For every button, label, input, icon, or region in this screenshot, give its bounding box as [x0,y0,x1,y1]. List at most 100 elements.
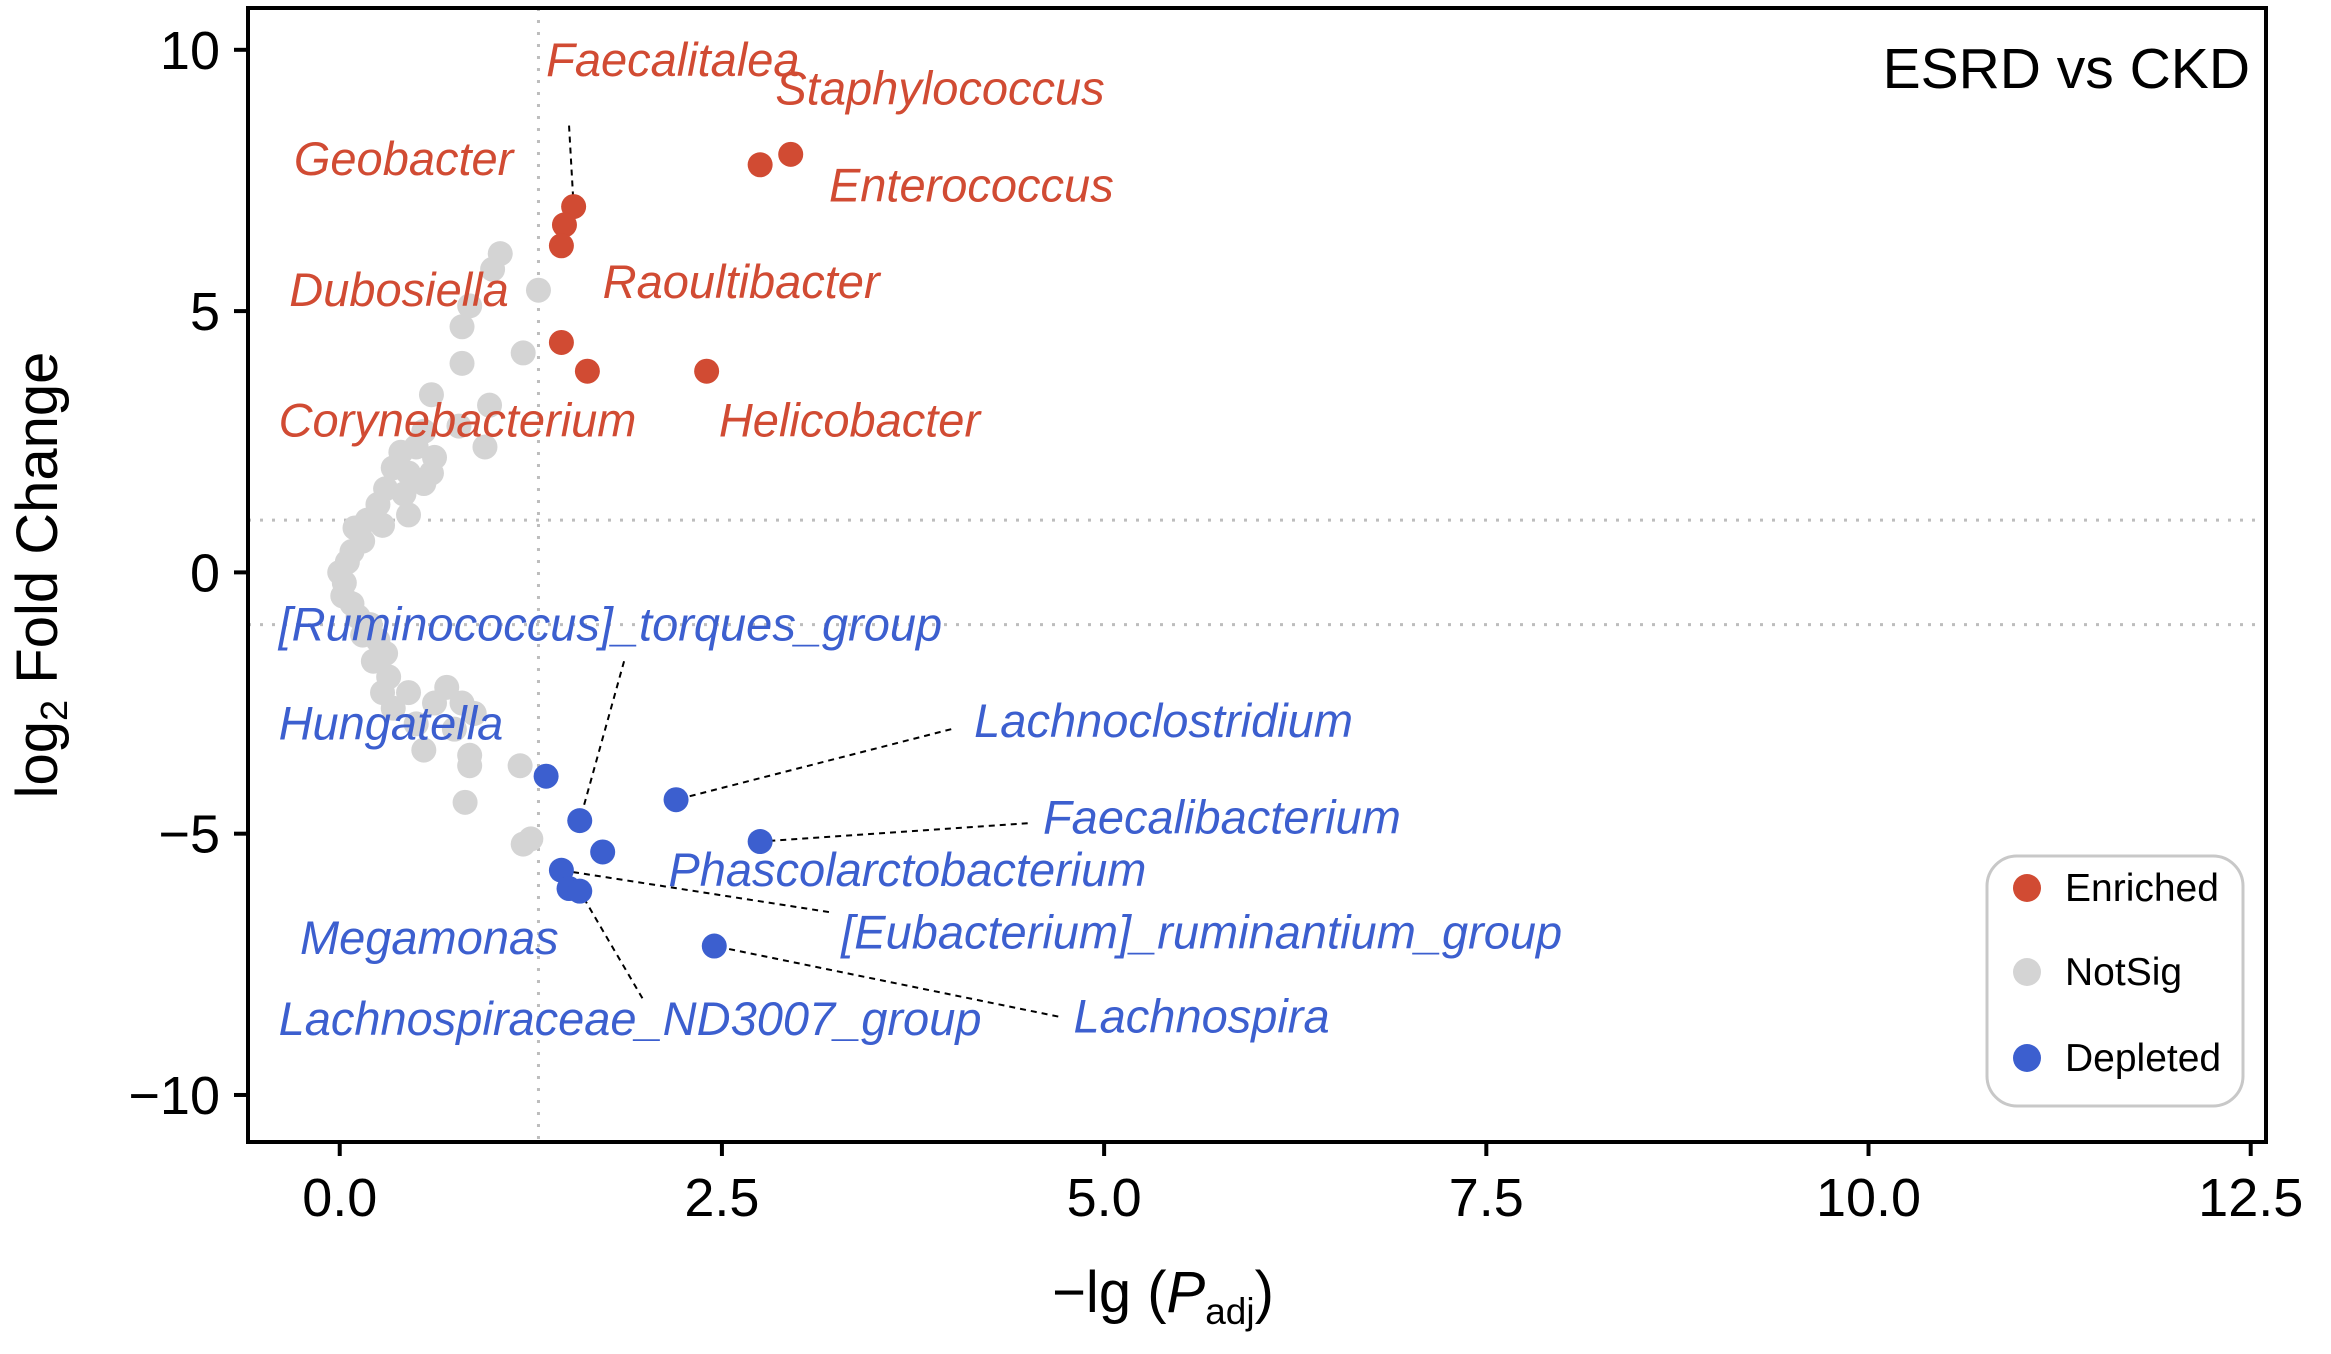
connector-lachnoclostridium [675,728,952,801]
connector-ruminococcus-torques-group [578,660,626,821]
y-axis-title: log2 Fold Change [5,352,76,799]
point-notsig-10 [472,434,498,460]
connector-eubacterium-ruminantium-group [561,869,830,914]
annotation-dubosiella: Dubosiella [289,263,508,316]
x-axis-title: −lg (Padj) [1052,1260,1274,1332]
point-notsig-52 [507,753,533,779]
point-notsig-55 [518,826,544,852]
y-tick-label: −10 [128,1066,220,1126]
x-axis-title-main: −lg ( [1052,1260,1166,1325]
annotation-corynebacterium: Corynebacterium [279,394,637,447]
point-notsig-2 [525,277,551,303]
point-notsig-7 [418,382,444,408]
legend-marker-depleted [2013,1044,2041,1072]
annotation-phascolarctobacterium: Phascolarctobacterium [668,843,1146,896]
point-notsig-20 [391,481,417,507]
point-enriched-enterococcus [747,152,773,178]
annotation-connectors [561,125,1059,1018]
legend-label-enriched: Enriched [2065,867,2219,910]
point-enriched-geobacter [551,212,577,238]
point-notsig-42 [396,680,422,706]
point-notsig-18 [418,460,444,486]
y-axis-ticks: 10 5 0 −5 −10 [128,21,248,1126]
annotation-geobacter: Geobacter [294,132,516,185]
legend-label-notsig: NotSig [2065,951,2182,994]
y-tick-label: 5 [190,282,220,342]
point-notsig-3 [457,293,483,319]
point-enriched-corynebacterium [548,329,574,355]
data-points [327,141,804,959]
point-notsig-45 [434,674,460,700]
y-tick-label: 0 [190,543,220,603]
annotation-hungatella: Hungatella [279,697,504,750]
point-depleted-lachnospira [701,933,727,959]
point-depleted-faecalibacterium [747,829,773,855]
chart-title: ESRD vs CKD [1883,37,2250,101]
annotation-raoultibacter: Raoultibacter [603,255,882,308]
point-notsig-53 [452,789,478,815]
point-notsig-41 [380,695,406,721]
point-notsig-24 [370,512,396,538]
annotation-helicobacter: Helicobacter [719,394,983,447]
x-axis-title-close: ) [1255,1260,1274,1325]
point-notsig-5 [449,350,475,376]
y-axis-title-main: log [5,721,70,798]
annotation-lachnospiraceae-nd3007-group: Lachnospiraceae_ND3007_group [279,992,982,1045]
y-tick-label: −5 [158,805,220,865]
x-tick-label: 5.0 [1067,1168,1142,1228]
plot-frame [246,6,2268,1144]
point-depleted-lachnospiraceae-nd3007-group [567,878,593,904]
annotation-staphylococcus: Staphylococcus [775,62,1104,115]
point-notsig-51 [457,753,483,779]
point-notsig-49 [411,737,437,763]
connector-faecalibacterium [760,822,1028,843]
x-axis-title-italic: P [1167,1260,1206,1325]
threshold-lines [248,8,2266,1142]
point-notsig-38 [360,648,386,674]
y-axis-title-rest: Fold Change [5,352,70,700]
x-tick-label: 0.0 [302,1168,377,1228]
x-tick-label: 10.0 [1816,1168,1921,1228]
point-notsig-43 [403,711,429,737]
point-notsig-4 [449,314,475,340]
point-enriched-raoultibacter [574,358,600,384]
connector-faecalitalea [568,125,575,207]
x-tick-label: 7.5 [1449,1168,1524,1228]
x-axis-title-subscript: adj [1205,1291,1254,1332]
connector-lachnospiraceae-nd3007-group [578,890,644,999]
annotation-megamonas: Megamonas [300,911,559,964]
point-depleted-hungatella [533,763,559,789]
y-tick-label: 10 [160,21,220,81]
point-notsig-1 [480,256,506,282]
annotation-lachnoclostridium: Lachnoclostridium [974,694,1353,747]
point-notsig-8 [477,392,503,418]
legend-marker-notsig [2013,958,2041,986]
point-enriched-staphylococcus [778,141,804,167]
annotation-eubacterium-ruminantium-group: [Eubacterium]_ruminantium_group [840,906,1562,959]
annotation-enterococcus: Enterococcus [829,158,1114,211]
point-depleted-ruminococcus-torques-group [567,808,593,834]
y-axis-title-subscript: 2 [34,700,76,721]
x-axis-ticks: 0.0 2.5 5.0 7.5 10.0 12.5 [302,1142,2303,1228]
legend-label-depleted: Depleted [2065,1037,2221,1080]
x-tick-label: 2.5 [684,1168,759,1228]
x-tick-label: 12.5 [2198,1168,2303,1228]
annotation-faecalitalea: Faecalitalea [546,33,799,86]
annotation-ruminococcus-torques-group: [Ruminococcus]_torques_group [278,597,943,650]
legend-marker-enriched [2013,874,2041,902]
point-notsig-48 [441,716,467,742]
connector-lachnospira [714,945,1059,1018]
annotation-faecalibacterium: Faecalibacterium [1043,791,1401,844]
legend-box [1985,854,2245,1108]
point-enriched-dubosiella [548,233,574,259]
point-notsig-6 [510,340,536,366]
annotation-lachnospira: Lachnospira [1074,989,1330,1042]
point-notsig-47 [461,700,487,726]
point-enriched-helicobacter [694,358,720,384]
legend: Enriched NotSig Depleted [1985,854,2245,1108]
point-depleted-lachnoclostridium [663,787,689,813]
point-depleted-phascolarctobacterium [590,839,616,865]
